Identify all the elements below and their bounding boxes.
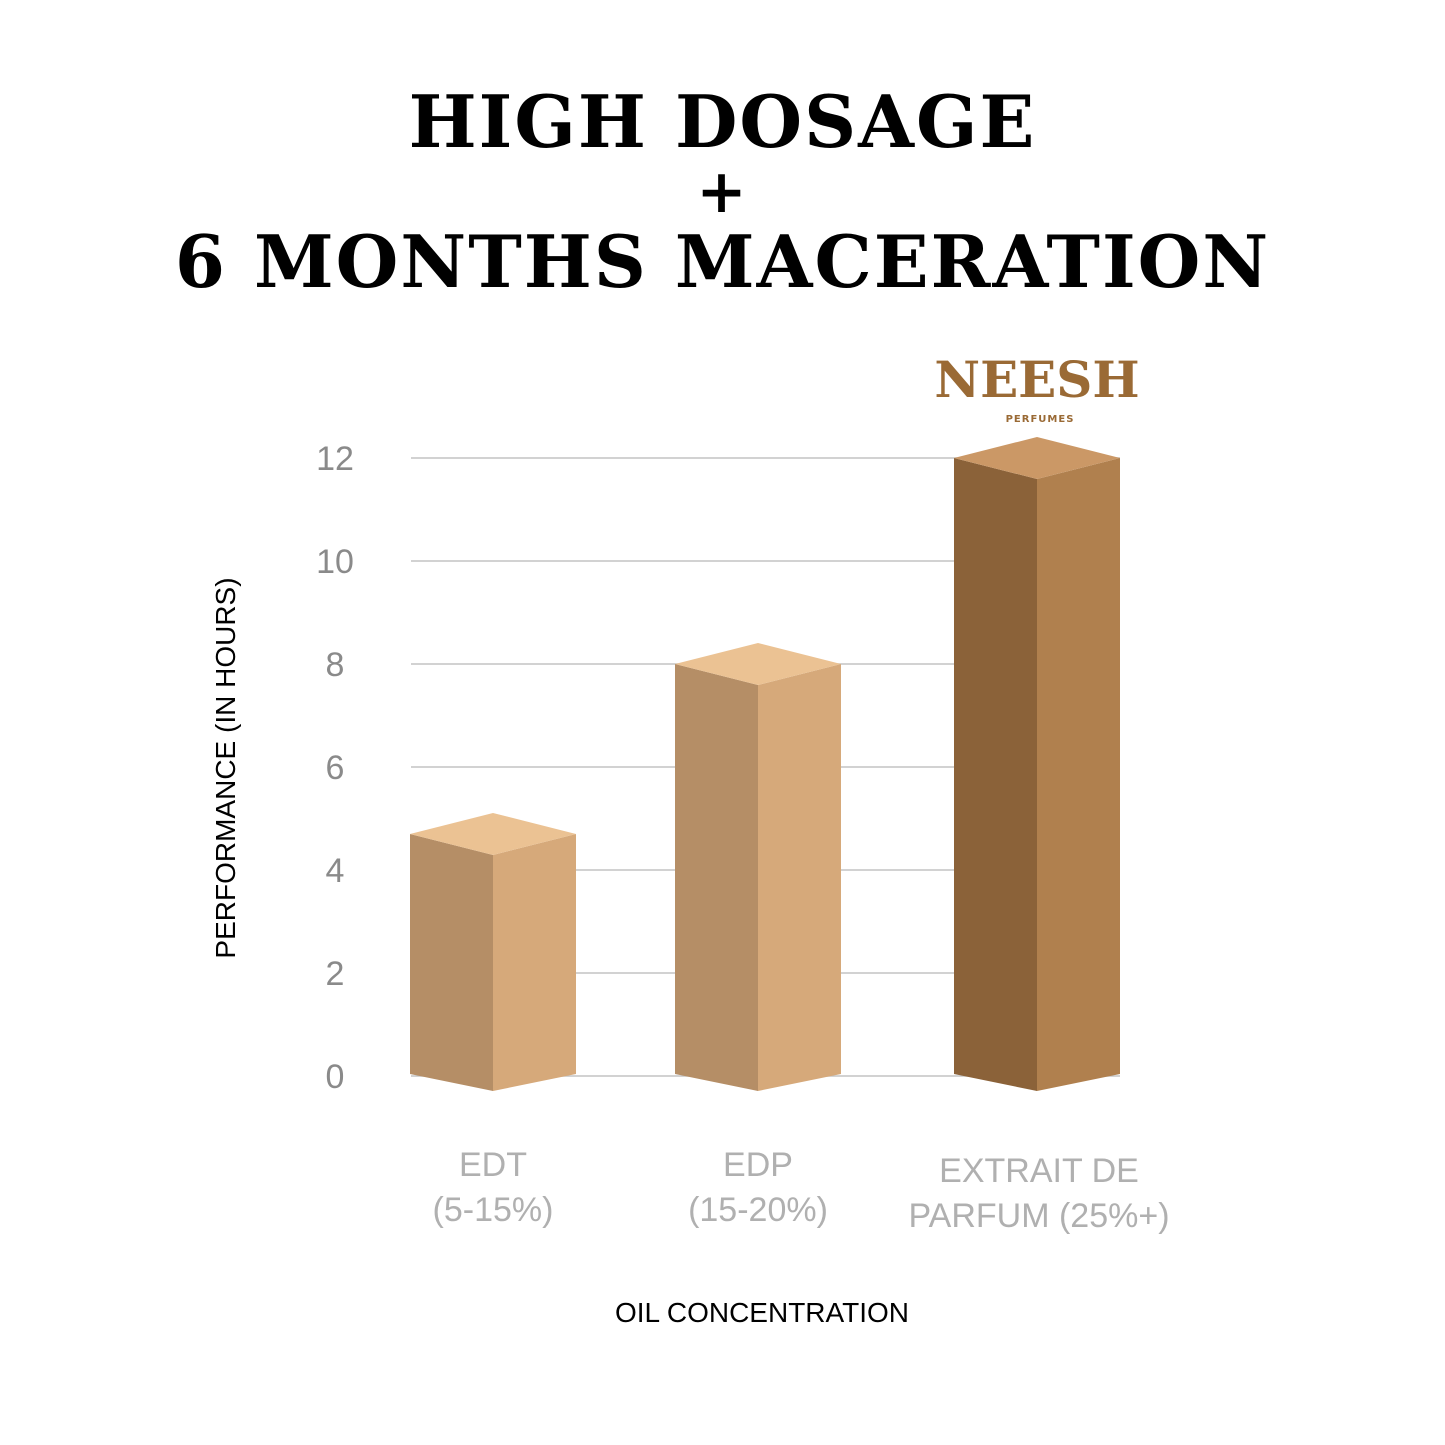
logo-brand: NEESH [934, 350, 1139, 409]
y-tick-label: 6 [326, 749, 345, 787]
bar-left-face [675, 664, 758, 1091]
logo-sub: PERFUMES [1006, 414, 1075, 425]
title-line-2: + [696, 157, 749, 227]
y-tick-label: 12 [316, 440, 354, 478]
bar [410, 812, 576, 1091]
bar-top-face [954, 437, 1120, 479]
title-line-3: 6 MONTHS MACERATION [174, 219, 1271, 304]
y-tick-label: 2 [326, 955, 345, 993]
bar-right-face [758, 664, 841, 1091]
y-axis-label: PERFORMANCE (IN HOURS) [210, 577, 241, 958]
category-label: PARFUM (25%+) [908, 1197, 1169, 1235]
x-axis-label: OIL CONCENTRATION [615, 1297, 909, 1328]
category-label: (5-15%) [433, 1191, 554, 1229]
y-tick-label: 0 [326, 1058, 345, 1096]
bar [954, 437, 1120, 1091]
category-label: EDT [459, 1146, 527, 1184]
bar [675, 643, 841, 1091]
y-tick-label: 4 [326, 852, 345, 890]
bar-right-face [493, 833, 576, 1091]
y-tick-label: 10 [316, 543, 354, 581]
bar-left-face [410, 833, 493, 1091]
bar-top-face [410, 812, 576, 855]
category-label: (15-20%) [688, 1191, 828, 1229]
bar-right-face [1037, 458, 1120, 1091]
title-line-1: HIGH DOSAGE [408, 79, 1037, 164]
category-label: EDP [723, 1146, 793, 1184]
category-label: EXTRAIT DE [939, 1152, 1139, 1190]
bar-top-face [675, 643, 841, 685]
bar-left-face [954, 458, 1037, 1091]
y-tick-label: 8 [326, 646, 345, 684]
